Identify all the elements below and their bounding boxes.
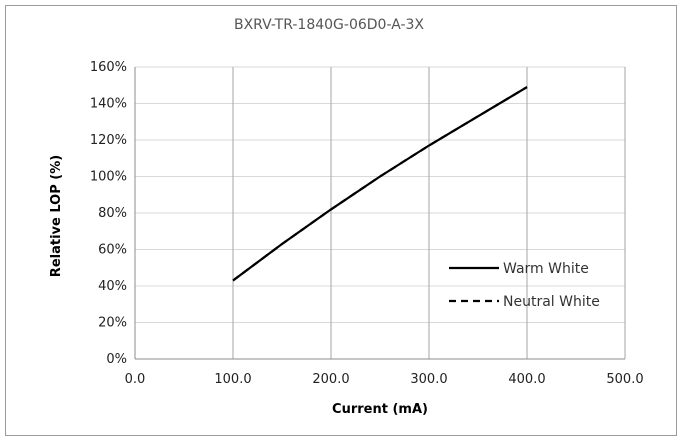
x-tick-labels: 0.0 100.0 200.0 300.0 400.0 500.0: [125, 372, 644, 387]
legend-label: Neutral White: [503, 294, 600, 310]
y-tick-label: 140%: [90, 97, 127, 112]
grid: [135, 66, 626, 359]
y-tick-label: 160%: [90, 60, 127, 75]
line-chart: BXRV-TR-1840G-06D0-A-3X 0.0 100.0 200.0 300…: [49, 17, 644, 417]
series-lines: [232, 86, 528, 282]
x-tick-label: 0.0: [125, 372, 146, 387]
x-tick-label: 200.0: [312, 372, 349, 387]
x-axis-title: Current (mA): [332, 402, 428, 417]
legend: Warm White Neutral White: [449, 261, 600, 310]
x-tick-label: 100.0: [214, 372, 251, 387]
axes: [134, 67, 625, 360]
x-tick-label: 300.0: [410, 372, 447, 387]
y-tick-label: 0%: [106, 352, 127, 367]
y-tick-label: 60%: [98, 243, 127, 258]
series-line-warm-white: [232, 86, 528, 282]
series-line-neutral-white: [232, 86, 528, 282]
y-tick-label: 20%: [98, 316, 127, 331]
x-tick-label: 500.0: [606, 372, 643, 387]
y-tick-label: 40%: [98, 279, 127, 294]
chart-frame: BXRV-TR-1840G-06D0-A-3X 0.0 100.0 200.0 300…: [5, 5, 677, 436]
y-tick-labels: 0% 20% 40% 60% 80% 100% 120% 140% 160%: [90, 60, 127, 367]
y-tick-label: 100%: [90, 170, 127, 185]
x-tick-label: 400.0: [508, 372, 545, 387]
y-tick-label: 120%: [90, 133, 127, 148]
chart-title: BXRV-TR-1840G-06D0-A-3X: [234, 17, 424, 33]
y-tick-label: 80%: [98, 206, 127, 221]
y-axis-title: Relative LOP (%): [49, 155, 64, 277]
legend-label: Warm White: [503, 261, 589, 277]
